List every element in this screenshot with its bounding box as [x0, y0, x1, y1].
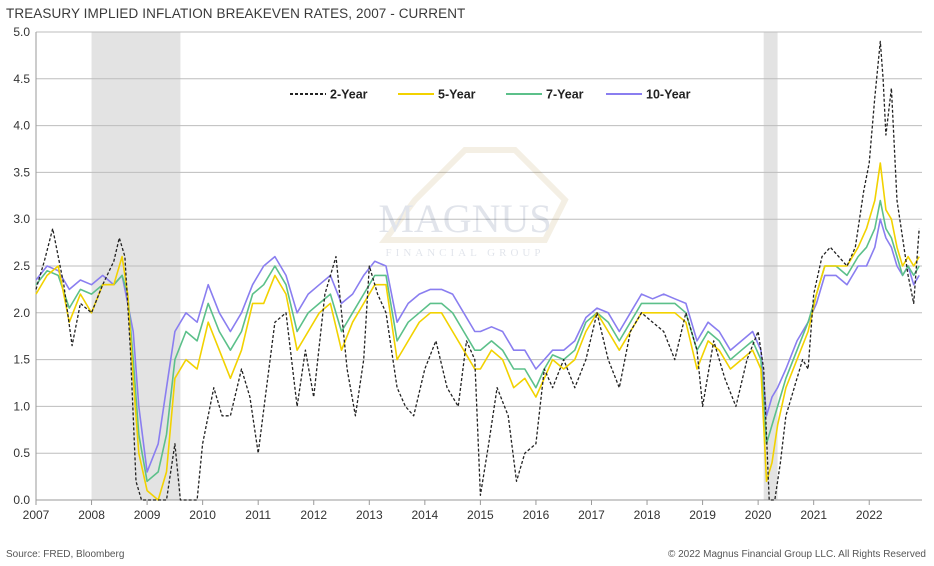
series-line-2-year — [35, 40, 920, 501]
watermark-subtitle: FINANCIAL GROUP — [386, 247, 545, 259]
series-lines — [35, 40, 920, 501]
breakeven-line-chart: MAGNUS FINANCIAL GROUP 0.0 0.5 1.0 1.5 2.0 2.… — [13, 25, 922, 522]
x-tick-label-9: 2016 — [523, 508, 550, 522]
x-tick-label-0: 2007 — [23, 508, 50, 522]
gridlines — [36, 31, 922, 501]
y-tick-label-10: 5.0 — [13, 25, 30, 39]
legend: 2-Year 5-Year 7-Year 10-Year — [290, 88, 691, 102]
axes: 0.0 0.5 1.0 1.5 2.0 2.5 3.0 3.5 4.0 4.5 5.0 2007 200… — [13, 25, 922, 522]
legend-label-7-year: 7-Year — [546, 88, 584, 102]
y-tick-label-4: 2.0 — [13, 306, 30, 320]
x-tick-label-7: 2014 — [411, 508, 438, 522]
x-tick-label-1: 2008 — [78, 508, 105, 522]
x-tick-label-3: 2010 — [189, 508, 216, 522]
y-tick-label-8: 4.0 — [13, 119, 30, 133]
series-line-5-year — [35, 162, 920, 501]
legend-label-10-year: 10-Year — [646, 88, 691, 102]
copyright-note: © 2022 Magnus Financial Group LLC. All R… — [667, 549, 926, 560]
series-line-7-year — [35, 199, 920, 483]
y-tick-label-2: 1.0 — [13, 399, 30, 413]
y-tick-label-9: 4.5 — [13, 72, 30, 86]
x-tick-label-10: 2017 — [578, 508, 605, 522]
x-tick-label-15: 2022 — [856, 508, 883, 522]
legend-label-5-year: 5-Year — [438, 88, 476, 102]
x-tick-label-4: 2011 — [245, 508, 271, 522]
y-tick-label-6: 3.0 — [13, 212, 30, 226]
x-tick-label-14: 2021 — [800, 508, 827, 522]
watermark-name: MAGNUS — [378, 196, 551, 241]
x-tick-label-5: 2012 — [300, 508, 327, 522]
watermark-logo: MAGNUS FINANCIAL GROUP — [378, 147, 569, 259]
chart-title: TREASURY IMPLIED INFLATION BREAKEVEN RAT… — [6, 6, 466, 21]
x-tick-label-11: 2018 — [634, 508, 661, 522]
y-tick-label-7: 3.5 — [13, 165, 30, 179]
y-tick-label-3: 1.5 — [13, 353, 30, 367]
x-tick-label-8: 2015 — [467, 508, 494, 522]
x-tick-label-12: 2019 — [689, 508, 716, 522]
y-tick-label-1: 0.5 — [13, 446, 30, 460]
y-tick-label-0: 0.0 — [13, 493, 30, 507]
x-tick-label-2: 2009 — [134, 508, 161, 522]
legend-label-2-year: 2-Year — [330, 88, 368, 102]
x-tick-label-6: 2013 — [356, 508, 383, 522]
y-tick-label-5: 2.5 — [13, 259, 30, 273]
x-tick-label-13: 2020 — [745, 508, 772, 522]
source-note: Source: FRED, Bloomberg — [6, 549, 125, 560]
